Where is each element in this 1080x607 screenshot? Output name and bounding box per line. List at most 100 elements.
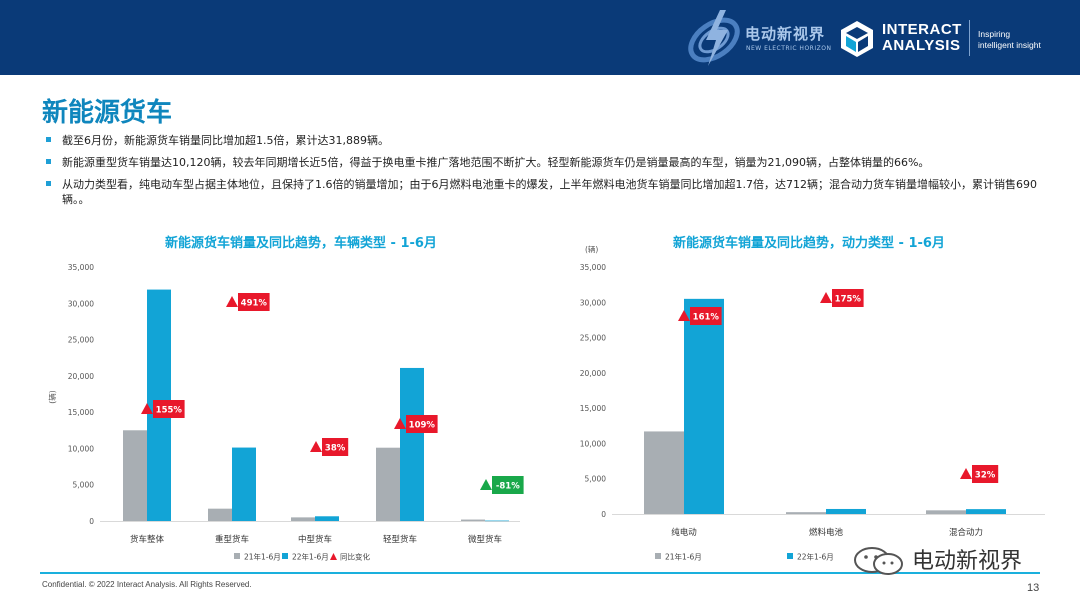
legend-marker-icon (330, 553, 337, 560)
bullet-item: 从动力类型看，纯电动车型占据主体地位，且保持了1.6倍的销量增加；由于6月燃料电… (46, 177, 1046, 207)
bar-curr-year (400, 367, 424, 521)
change-marker-icon (226, 296, 238, 307)
change-marker-icon (960, 468, 972, 479)
bar-prev-year (291, 517, 315, 521)
change-marker-icon (310, 441, 322, 452)
page-title: 新能源货车 (42, 98, 173, 128)
change-label: 155% (156, 406, 183, 416)
y-tick-label: 30,000 (580, 298, 606, 307)
change-label-box (832, 289, 864, 307)
logo2-line2: ANALYSIS (882, 37, 961, 54)
change-label: 32% (975, 471, 996, 481)
y-tick-label: 25,000 (580, 334, 606, 343)
y-tick-label: 30,000 (68, 299, 94, 308)
y-tick-label: 20,000 (68, 372, 94, 381)
bar-prev-year (376, 447, 400, 521)
x-tick-label: 轻型货车 (383, 534, 417, 545)
bullet-text: 截至6月份，新能源货车销量同比增加超1.5倍，累计达31,889辆。 (62, 134, 389, 147)
logo1-name: 电动新视界 (745, 25, 826, 43)
change-label: 491% (241, 299, 268, 309)
bar-curr-year (826, 508, 866, 514)
logo2-line1: INTERACT (882, 21, 962, 38)
footer-confidential: Confidential. © 2022 Interact Analysis. … (42, 580, 252, 589)
interact-analysis-logo-icon (841, 21, 873, 57)
change-label-box (238, 293, 270, 311)
bar-curr-year (315, 516, 339, 521)
x-tick-label: 重型货车 (215, 534, 249, 545)
y-tick-label: 25,000 (68, 336, 94, 345)
page-number: 13 (1027, 582, 1040, 594)
logo-divider (969, 20, 970, 56)
change-label-box (322, 438, 349, 456)
bullet-square-icon (46, 159, 51, 164)
y-tick-label: 0 (89, 517, 94, 526)
y-tick-label: 5,000 (585, 475, 607, 484)
bullet-list: 截至6月份，新能源货车销量同比增加超1.5倍，累计达31,889辆。 新能源重型… (46, 133, 1046, 207)
bar-prev-year (926, 510, 966, 514)
bullet-item: 截至6月份，新能源货车销量同比增加超1.5倍，累计达31,889辆。 (46, 133, 1046, 148)
x-tick-label: 微型货车 (468, 534, 502, 545)
y-tick-label: 35,000 (580, 263, 606, 272)
chart-title-vehicle-type: 新能源货车销量及同比趋势，车辆类型 - 1-6月 (165, 236, 437, 251)
tagline-line1: Inspiring (978, 29, 1011, 39)
y-axis-label: (辆) (47, 390, 57, 403)
tagline: Inspiring intelligent insight (978, 29, 1041, 51)
bar-curr-year (684, 298, 724, 514)
bullet-square-icon (46, 181, 51, 186)
change-label: 175% (835, 295, 862, 305)
watermark-text: 电动新视界 (912, 549, 1023, 574)
y-axis-label: (辆) (585, 244, 598, 254)
legend-label: 22年1-6月 (797, 552, 834, 562)
change-label-box (153, 400, 185, 418)
bar-prev-year (208, 508, 232, 521)
change-label-box (690, 307, 722, 325)
change-marker-icon (678, 310, 690, 321)
bullet-item: 新能源重型货车销量达10,120辆，较去年同期增长近5倍，得益于换电重卡推广落地… (46, 155, 1046, 170)
bullet-text: 从动力类型看，纯电动车型占据主体地位，且保持了1.6倍的销量增加；由于6月燃料电… (62, 178, 1037, 206)
change-marker-icon (820, 292, 832, 303)
change-label: -81% (496, 482, 520, 492)
bullet-text: 新能源重型货车销量达10,120辆，较去年同期增长近5倍，得益于换电重卡推广落地… (62, 156, 930, 169)
legend-label: 21年1-6月 (244, 552, 281, 562)
change-label-box (972, 465, 999, 483)
legend-swatch (282, 553, 288, 559)
y-tick-label: 10,000 (68, 444, 94, 453)
x-tick-label: 纯电动 (671, 527, 697, 538)
change-label-box (406, 415, 438, 433)
electric-horizon-logo-icon (688, 10, 740, 66)
legend-swatch (234, 553, 240, 559)
bar-curr-year (966, 509, 1006, 514)
header-bar: 电动新视界 NEW ELECTRIC HORIZON INTERACT ANAL… (0, 0, 1080, 75)
legend-label: 22年1-6月 (292, 552, 329, 562)
bar-prev-year (644, 431, 684, 514)
footer-divider (40, 572, 1040, 574)
y-tick-label: 0 (601, 510, 606, 519)
change-marker-icon (141, 403, 153, 414)
y-tick-label: 15,000 (68, 408, 94, 417)
logo2-name: INTERACT ANALYSIS (882, 22, 962, 54)
y-tick-label: 20,000 (580, 369, 606, 378)
y-tick-label: 35,000 (68, 263, 94, 272)
bar-curr-year (232, 447, 256, 521)
bar-prev-year (123, 430, 147, 521)
y-tick-label: 5,000 (73, 481, 95, 490)
chart-title-power-type: 新能源货车销量及同比趋势，动力类型 - 1-6月 (673, 236, 945, 251)
legend-swatch (655, 553, 661, 559)
legend-label: 同比变化 (340, 552, 370, 562)
change-label-box (492, 476, 524, 494)
x-tick-label: 货车整体 (130, 534, 165, 545)
bar-prev-year (786, 512, 826, 514)
bar-prev-year (461, 519, 485, 521)
change-label: 161% (693, 313, 720, 323)
change-marker-icon (480, 479, 492, 490)
change-label: 109% (409, 421, 436, 431)
bullet-square-icon (46, 137, 51, 142)
x-tick-label: 中型货车 (298, 534, 332, 545)
y-tick-label: 10,000 (580, 439, 606, 448)
legend-swatch (787, 553, 793, 559)
wechat-icon (854, 547, 903, 575)
change-marker-icon (394, 418, 406, 429)
x-tick-label: 燃料电池 (809, 527, 844, 538)
x-tick-label: 混合动力 (949, 527, 983, 538)
tagline-line2: intelligent insight (978, 40, 1041, 50)
